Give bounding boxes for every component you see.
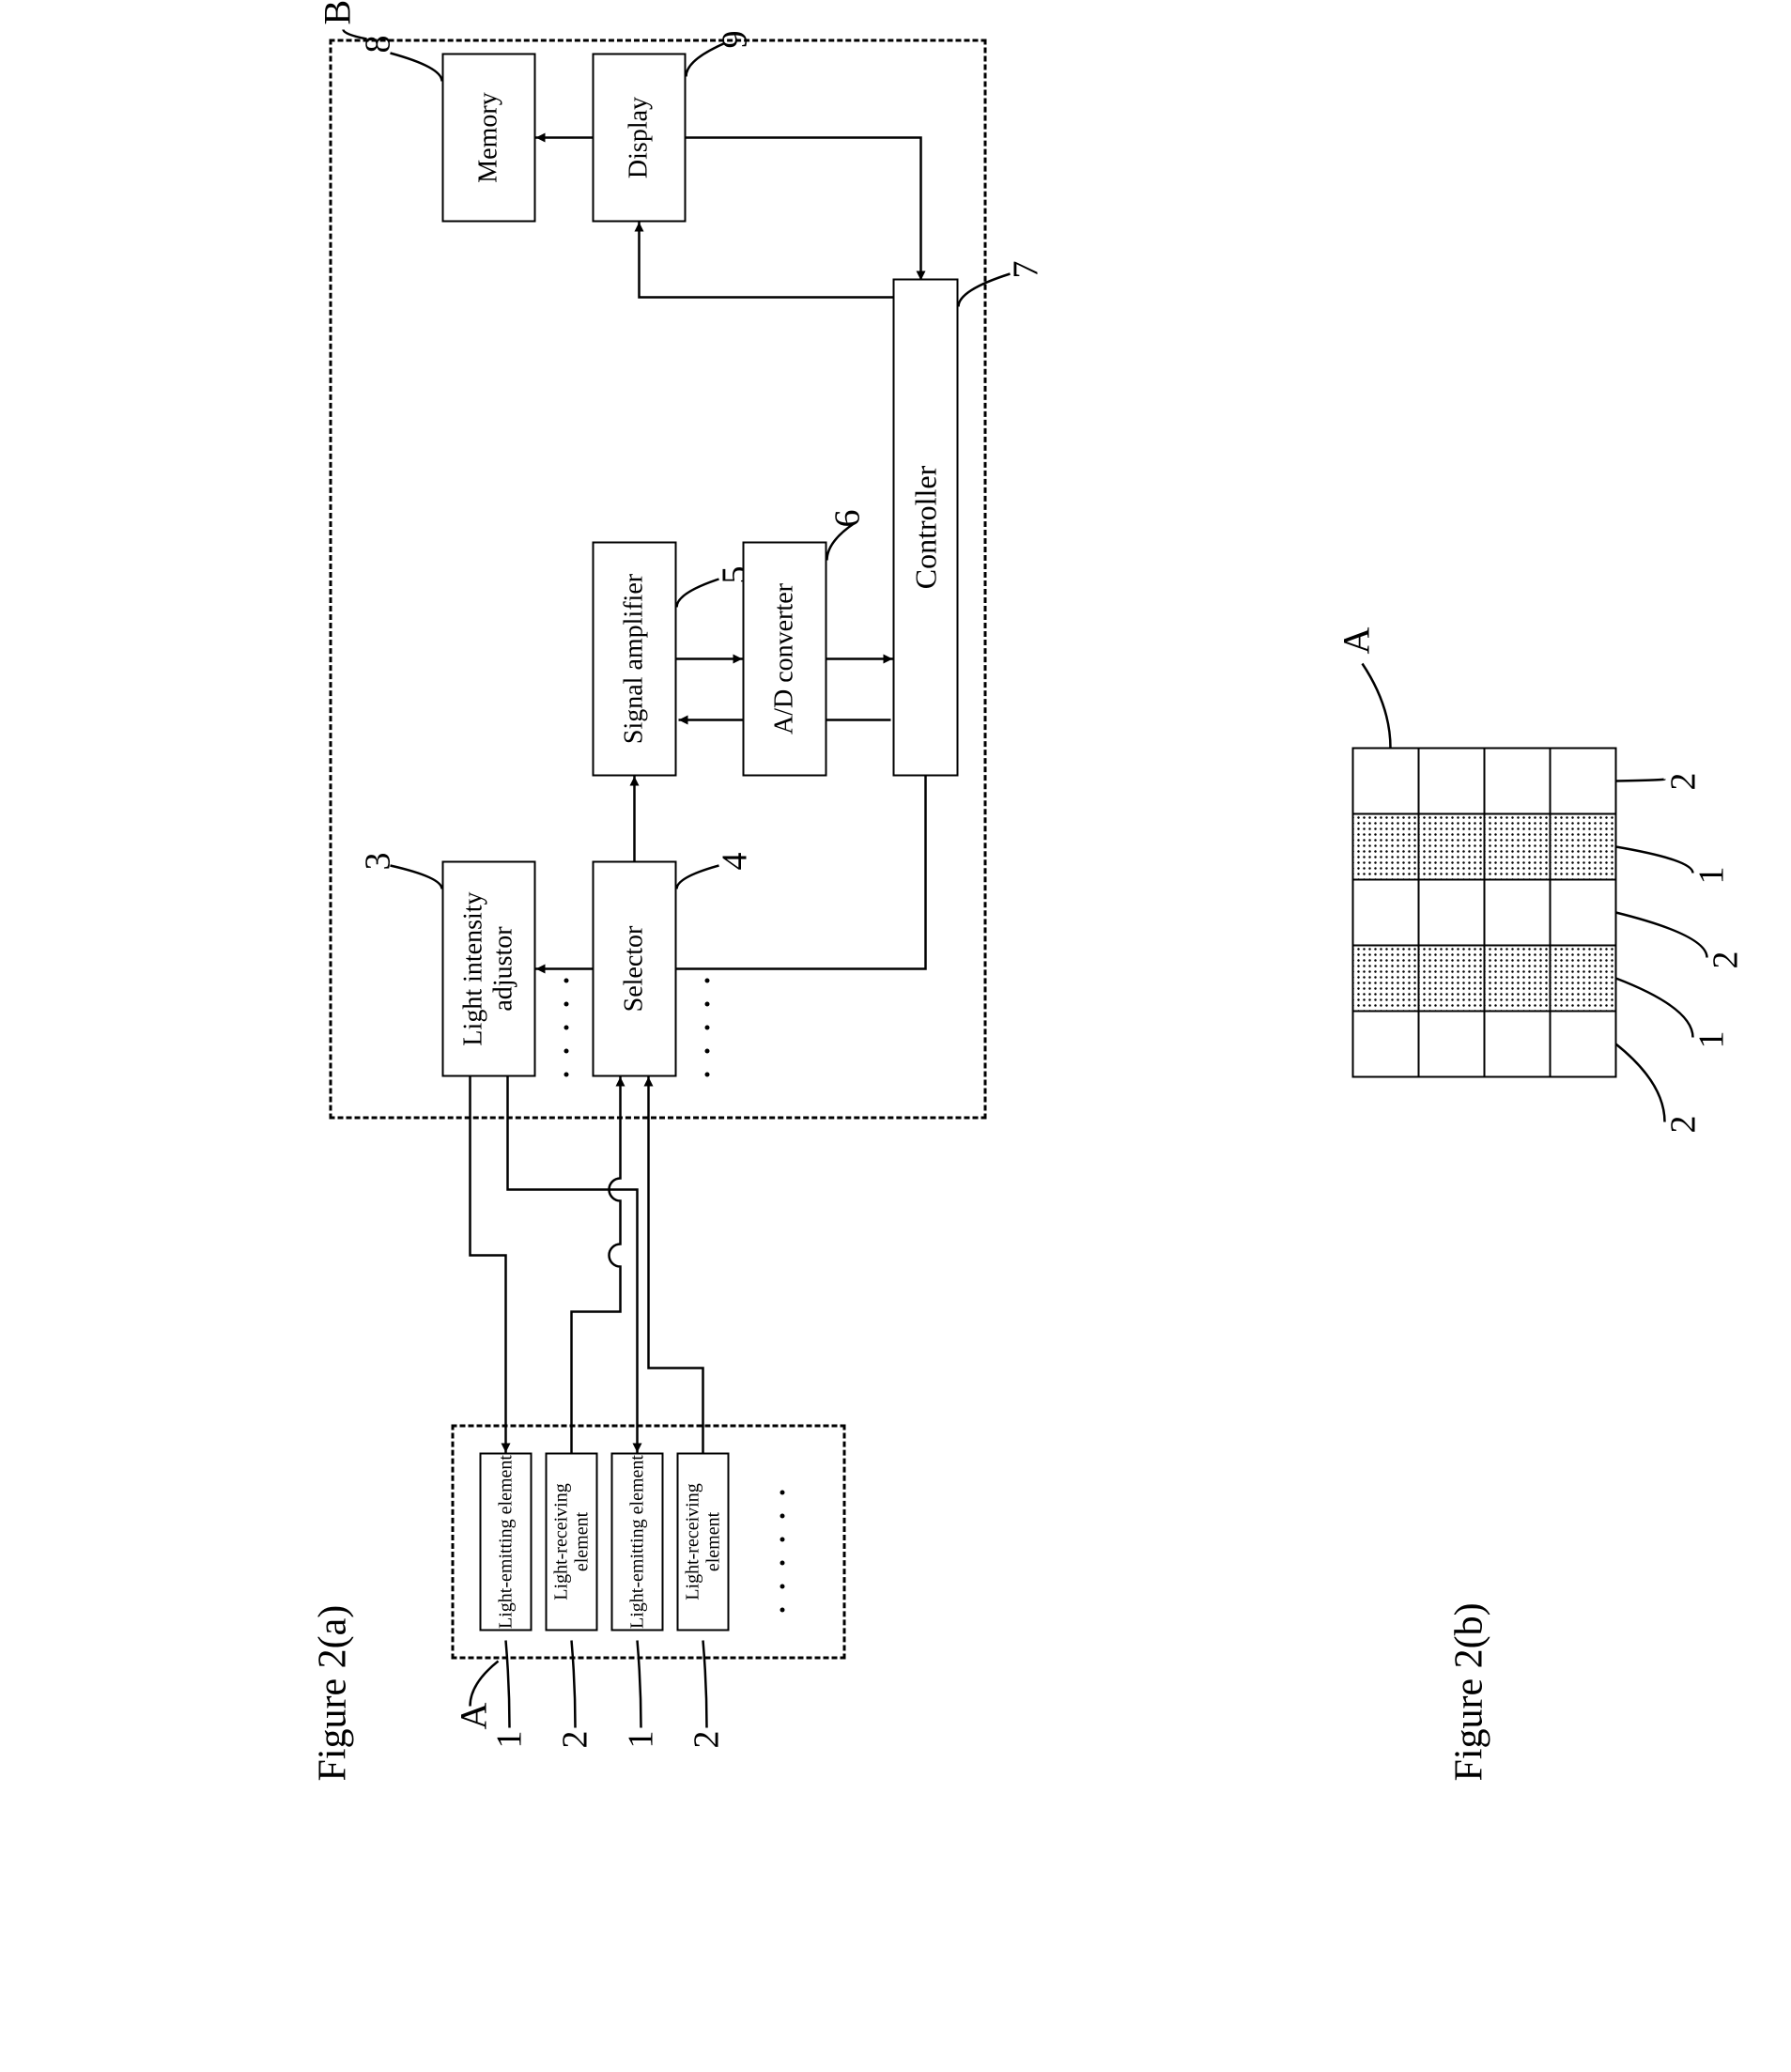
- selector-block: Selector: [593, 861, 677, 1077]
- grid-cell: [1483, 944, 1552, 1013]
- sensor-element-box: Light-receiving element: [677, 1453, 730, 1631]
- grid-column-number: 1: [1691, 1031, 1733, 1049]
- sensor-element-box: Light-emitting element: [611, 1453, 664, 1631]
- sensor-element-box: Light-emitting element: [480, 1453, 533, 1631]
- figure-2a-title: Figure 2(a): [311, 1605, 356, 1782]
- continuation-dot: [564, 1073, 569, 1077]
- callout-number: 7: [1006, 261, 1047, 279]
- grid-column-number: 2: [1663, 1116, 1705, 1134]
- continuation-dot: [780, 1608, 785, 1613]
- grid-cell: [1417, 878, 1486, 947]
- grid-cell: [1351, 747, 1420, 815]
- grid-column-number: 2: [1663, 773, 1705, 791]
- continuation-dot: [705, 1026, 710, 1030]
- sensor-array-grid: [1353, 749, 1616, 1077]
- grid-cell: [1483, 878, 1552, 947]
- callout-number: 6: [827, 510, 869, 528]
- callout-number: 1: [621, 1731, 662, 1749]
- sensor-element-box: Light-receiving element: [546, 1453, 598, 1631]
- callout-number: 9: [715, 31, 756, 49]
- continuation-dot: [780, 1538, 785, 1542]
- grid-cell: [1549, 1010, 1617, 1078]
- callout-number: 8: [358, 36, 399, 54]
- grid-cell: [1483, 747, 1552, 815]
- amplifier-block: Signal amplifier: [593, 542, 677, 777]
- grid-cell: [1417, 747, 1486, 815]
- figure-2b-title: Figure 2(b): [1447, 1602, 1492, 1781]
- display-block: Display: [593, 54, 687, 223]
- grid-cell: [1549, 747, 1617, 815]
- grid-cell: [1417, 1010, 1486, 1078]
- continuation-dot: [564, 1049, 569, 1054]
- grid-cell: [1417, 944, 1486, 1013]
- callout-number: 2: [555, 1731, 596, 1749]
- callout-number: 1: [489, 1731, 531, 1749]
- callout-b-letter: B: [316, 0, 360, 25]
- continuation-dot: [705, 1073, 710, 1077]
- callout-number: 4: [715, 853, 756, 871]
- continuation-dot: [705, 1002, 710, 1007]
- grid-cell: [1351, 878, 1420, 947]
- callout-number: 3: [358, 853, 399, 871]
- grid-cell: [1351, 944, 1420, 1013]
- continuation-dot: [780, 1514, 785, 1519]
- callout-a-letter-2b: A: [1335, 627, 1379, 655]
- continuation-dot: [564, 979, 569, 983]
- grid-column-number: 2: [1706, 951, 1747, 969]
- controller-block: Controller: [893, 279, 959, 777]
- continuation-dot: [780, 1561, 785, 1566]
- grid-column-number: 1: [1691, 867, 1733, 885]
- grid-cell: [1549, 878, 1617, 947]
- continuation-dot: [780, 1585, 785, 1589]
- continuation-dot: [705, 1049, 710, 1054]
- callout-number: 2: [687, 1731, 728, 1749]
- grid-cell: [1549, 944, 1617, 1013]
- continuation-dot: [780, 1491, 785, 1495]
- grid-cell: [1549, 812, 1617, 881]
- adjustor-block: Light intensity adjustor: [442, 861, 536, 1077]
- grid-cell: [1417, 812, 1486, 881]
- ad-block: A/D converter: [743, 542, 827, 777]
- continuation-dot: [705, 979, 710, 983]
- continuation-dot: [564, 1002, 569, 1007]
- continuation-dot: [564, 1026, 569, 1030]
- grid-cell: [1483, 812, 1552, 881]
- callout-a-letter: A: [452, 1703, 496, 1730]
- grid-cell: [1351, 812, 1420, 881]
- grid-cell: [1351, 1010, 1420, 1078]
- grid-cell: [1483, 1010, 1552, 1078]
- memory-block: Memory: [442, 54, 536, 223]
